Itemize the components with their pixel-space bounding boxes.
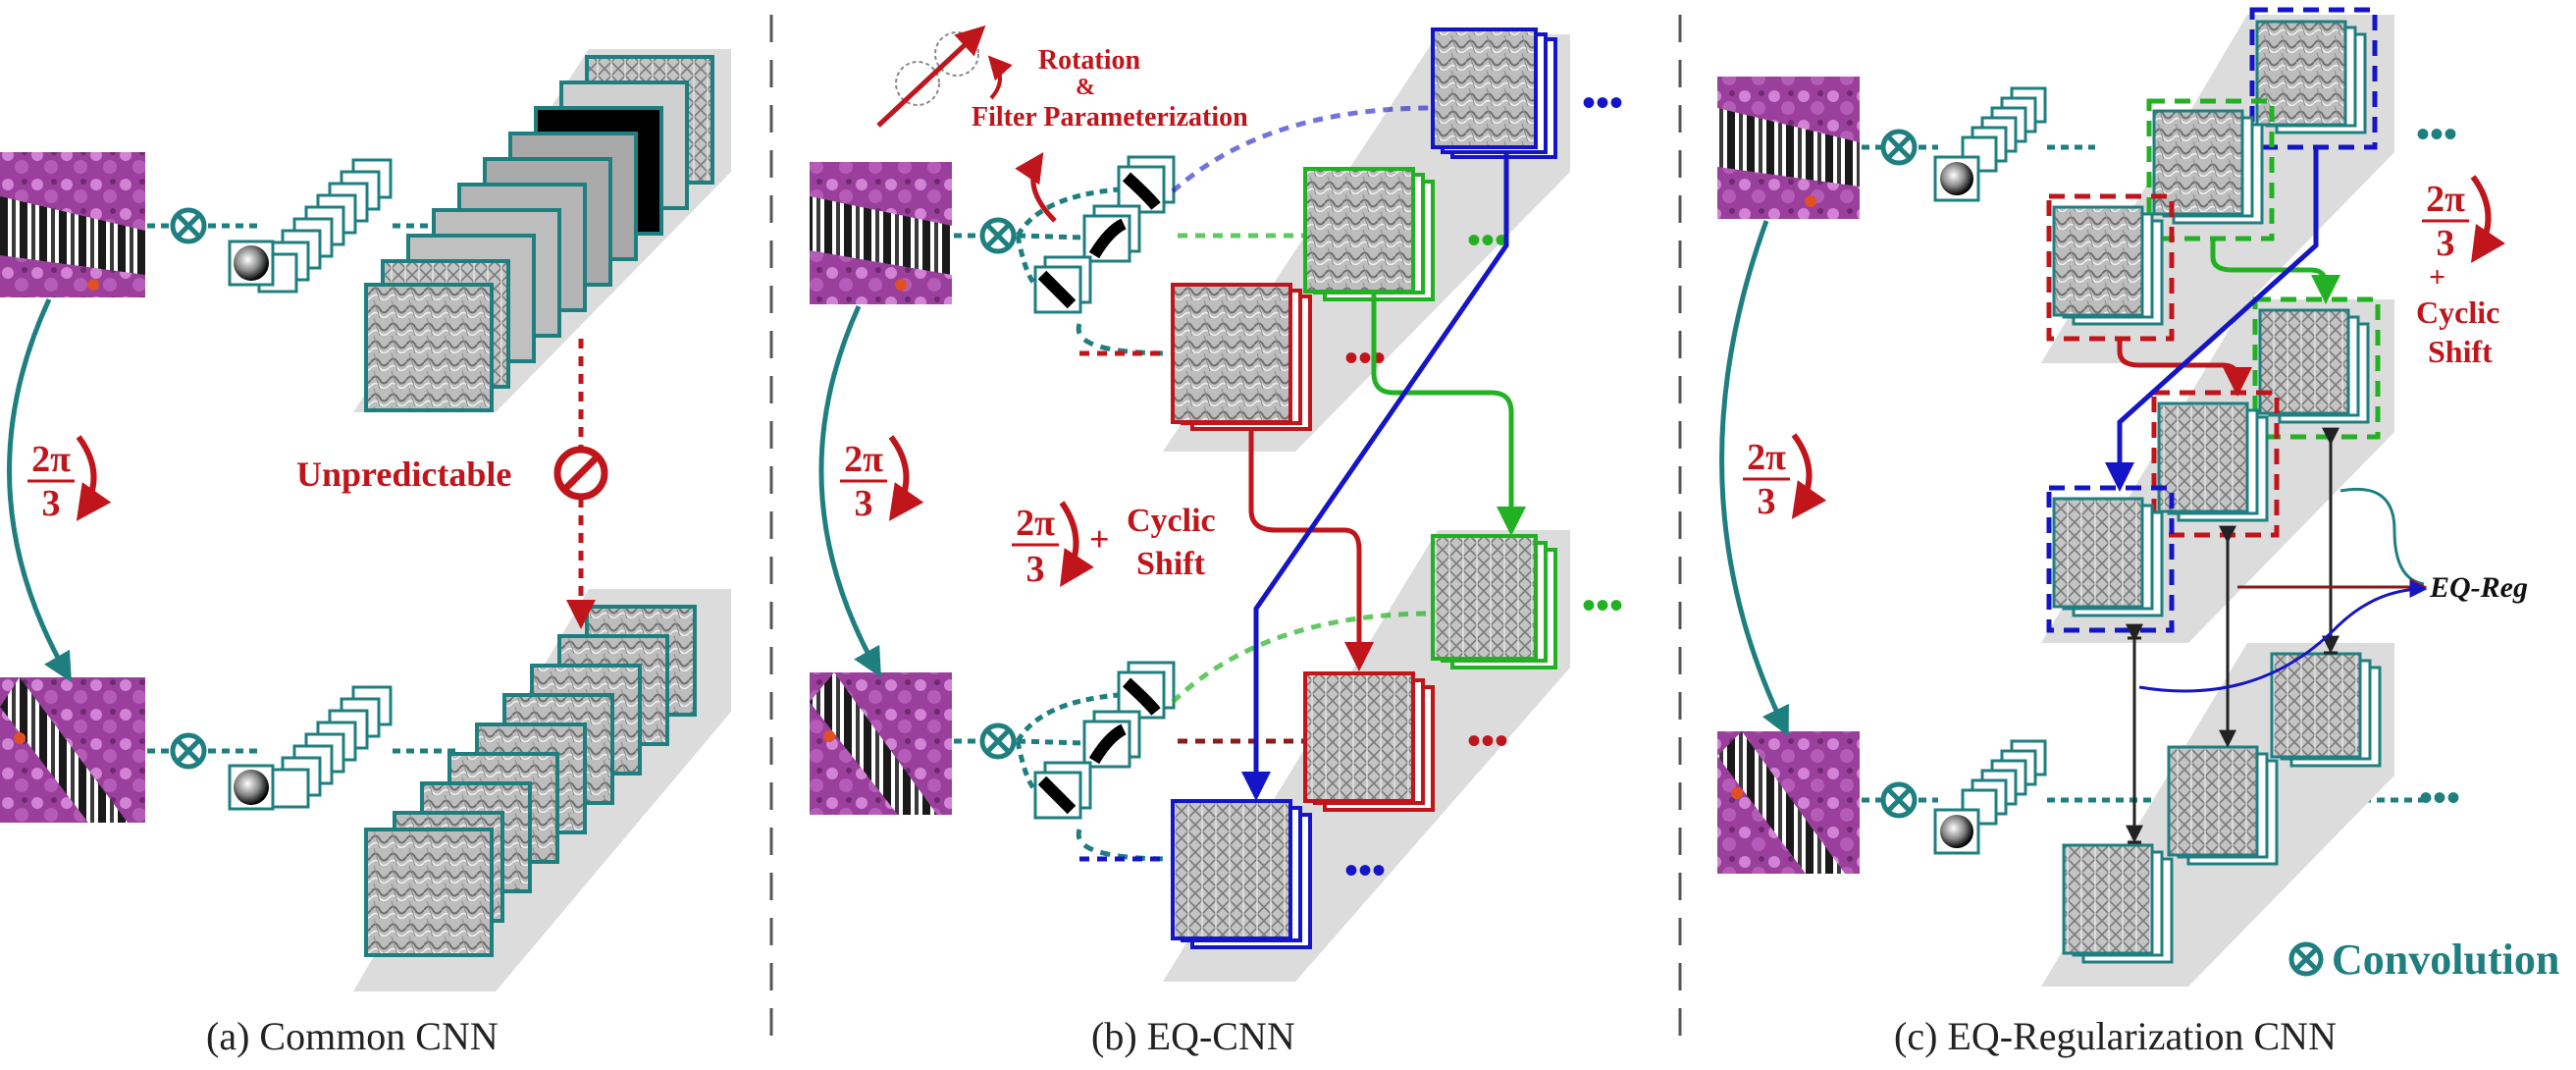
feature-stack-bottom-2 <box>2167 745 2279 866</box>
feature-stack-red-bottom <box>1303 671 1435 812</box>
conv-icon <box>1880 781 1918 819</box>
plus-sign: + <box>1089 519 1110 559</box>
rotation-title-amp: & <box>1076 75 1095 100</box>
rotation-angle-shift-c: 2π 3 <box>2422 175 2505 264</box>
feature-stack-bottom-1 <box>2062 843 2174 964</box>
rotation-angle-a: 2π 3 <box>27 435 112 524</box>
ellipsis: ••• <box>2416 112 2457 156</box>
feature-stack-dashed-red-mid <box>2151 390 2280 538</box>
ellipsis: ••• <box>1582 583 1623 627</box>
no-entry-icon <box>553 446 608 501</box>
svg-text:2π: 2π <box>31 439 71 480</box>
unpredictable-label: Unpredictable <box>296 455 512 494</box>
feature-maps-bottom <box>353 589 731 991</box>
rotated-filters-top <box>1033 155 1176 314</box>
cyclic-label: Cyclic <box>1127 503 1216 539</box>
svg-text:2π: 2π <box>1016 503 1055 544</box>
plus-sign-c: + <box>2429 261 2446 294</box>
rotation-angle-b: 2π 3 <box>840 435 924 524</box>
feature-stack-bottom-3 <box>2270 652 2382 768</box>
cyclic-label-c: Cyclic <box>2416 294 2500 330</box>
rotated-filters-bottom <box>1033 661 1176 820</box>
caption-a: (a) Common CNN <box>206 1014 499 1058</box>
feature-stack-blue-bottom <box>1171 799 1312 949</box>
shift-label-c: Shift <box>2428 334 2493 369</box>
rotation-angle-c: 2π 3 <box>1743 433 1827 522</box>
svg-text:3: 3 <box>42 483 61 524</box>
caption-b: (b) EQ-CNN <box>1091 1014 1295 1058</box>
filter-stack-bottom <box>1933 739 2047 855</box>
ellipsis: ••• <box>1467 719 1508 763</box>
svg-text:3: 3 <box>2437 223 2455 264</box>
filter-stack-top <box>1933 86 2047 202</box>
svg-text:3: 3 <box>1758 481 1776 522</box>
filter-stack-bottom <box>228 685 393 811</box>
conv-icon <box>979 722 1017 760</box>
filter-parameterization-title: Filter Parameterization <box>972 102 1248 133</box>
shift-arrow-red <box>1248 427 1374 671</box>
panel-common-cnn: 2π 3 <box>0 49 731 991</box>
rotation-angle-shift: 2π 3 <box>1012 501 1094 590</box>
ellipsis: ••• <box>1582 80 1623 125</box>
input-image-bottom <box>810 672 952 815</box>
svg-text:2π: 2π <box>2426 179 2465 220</box>
shift-arrow-green <box>1371 294 1526 536</box>
feature-maps-top <box>353 49 731 412</box>
input-image-bottom <box>1717 731 1860 874</box>
feature-stack-dashed-green-top <box>2146 98 2275 241</box>
svg-text:3: 3 <box>855 483 873 524</box>
feature-stack-dashed-green-mid <box>2252 296 2381 440</box>
svg-text:2π: 2π <box>844 439 883 480</box>
rotation-arc <box>7 297 73 683</box>
input-image-top <box>0 152 145 297</box>
panel-eq-cnn: 2π 3 <box>810 25 1623 982</box>
shift-arrow-blue <box>2105 147 2319 492</box>
rotation-arc <box>1719 220 1789 737</box>
conv-icon <box>170 732 207 770</box>
eq-reg-label: EQ-Reg <box>2430 571 2528 604</box>
ellipsis: ••• <box>1344 336 1386 380</box>
feature-stack-green-bottom <box>1431 534 1557 669</box>
svg-text:2π: 2π <box>1747 437 1786 478</box>
feature-stack-green-top <box>1303 167 1435 301</box>
conv-icon <box>1880 129 1918 166</box>
shift-arrow-green <box>2210 239 2340 304</box>
input-image-top <box>1717 77 1860 219</box>
caption-c: (c) EQ-Regularization CNN <box>1894 1014 2337 1058</box>
feature-stack-dashed-blue-top <box>2249 7 2378 150</box>
rotation-arc <box>818 304 881 678</box>
feature-stack-red-top <box>1171 283 1312 431</box>
conv-icon <box>979 217 1017 254</box>
convolution-legend-label: Convolution <box>2332 936 2560 984</box>
ellipsis: ••• <box>2419 776 2460 820</box>
input-image-top <box>810 162 952 304</box>
rotation-arrow-icon <box>876 25 1013 128</box>
shift-label: Shift <box>1136 546 1205 582</box>
svg-text:3: 3 <box>1026 549 1045 590</box>
convolution-legend-icon <box>2288 941 2324 977</box>
ellipsis: ••• <box>1344 848 1386 892</box>
input-image-bottom <box>0 677 145 823</box>
feature-stack-dashed-blue-mid <box>2046 485 2175 633</box>
rotation-title: Rotation <box>1037 45 1141 76</box>
feature-stack-blue-top <box>1431 27 1557 159</box>
shift-arrow-blue <box>1241 152 1509 801</box>
filter-stack-top <box>228 158 393 294</box>
feature-stack-dashed-red-top <box>2046 193 2175 342</box>
panel-eq-regularization-cnn: 2π 3 <box>1717 7 2505 987</box>
conv-icon <box>170 207 207 244</box>
